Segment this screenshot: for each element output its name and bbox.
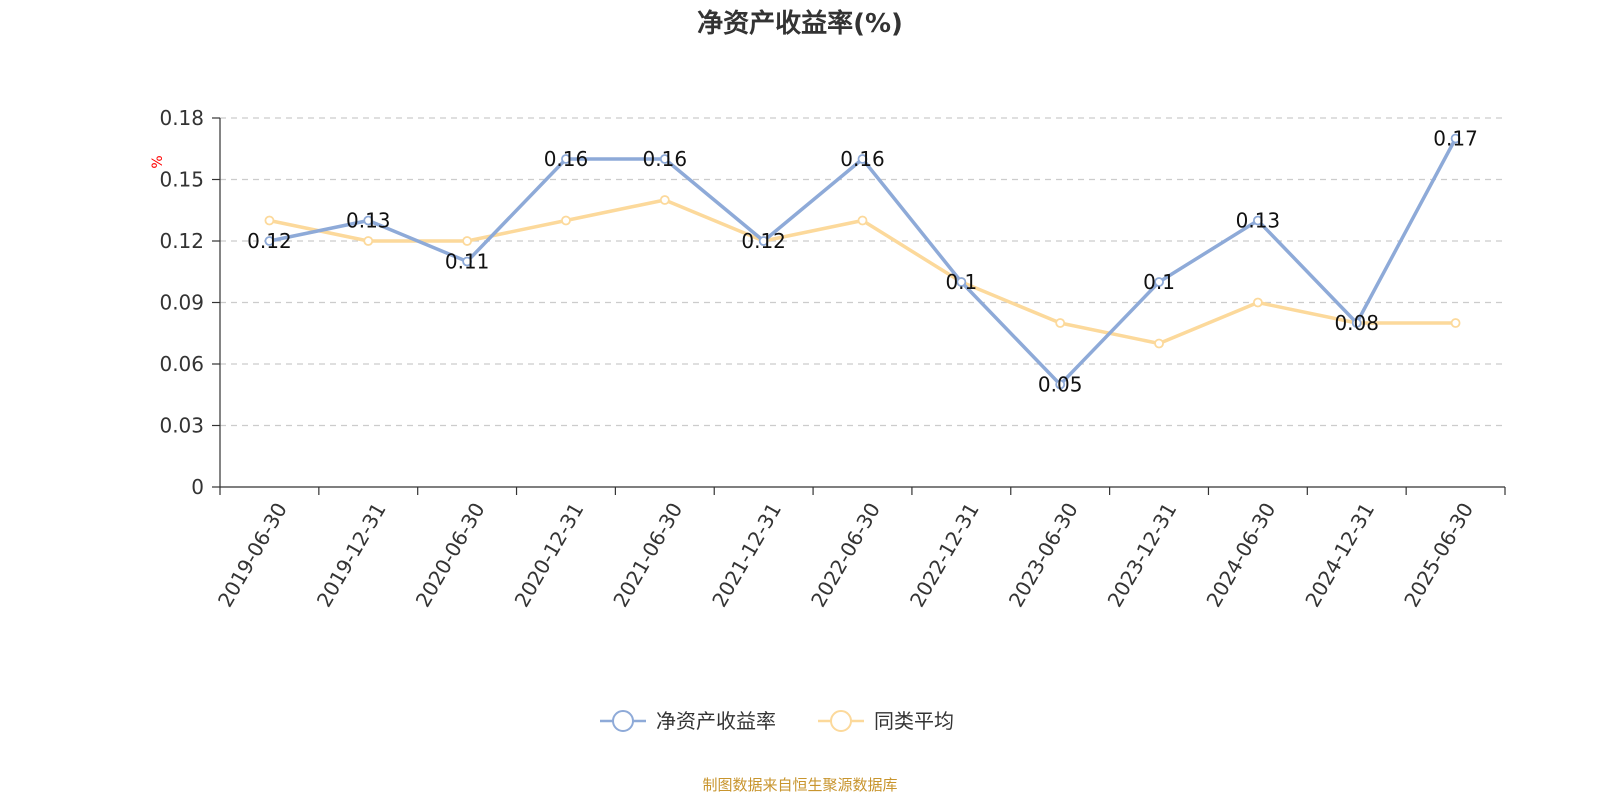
series-point-0	[857, 154, 868, 164]
series-point-0	[758, 236, 769, 246]
data-label: 0.16	[544, 147, 589, 171]
legend-label-1: 同类平均	[874, 709, 954, 733]
series-point-0	[1154, 277, 1164, 287]
data-label: 0.11	[445, 250, 490, 274]
series-point-1	[1154, 338, 1164, 349]
x-tick-label: 2021-12-31	[707, 499, 786, 612]
y-tick-label: 0.06	[159, 352, 204, 376]
x-tick-label: 2024-12-31	[1300, 499, 1379, 612]
legend-label-0: 净资产收益率	[656, 709, 776, 733]
series-point-0	[561, 154, 571, 164]
series-point-1	[264, 215, 275, 226]
x-tick-label: 2024-06-30	[1201, 499, 1280, 612]
data-labels: 0.12 0.13 0.11 0.16 0.16 0.12 0.16 0.1 0.05 0.1 0.…	[247, 127, 1478, 397]
series-point-0	[1450, 133, 1461, 144]
data-label: 0.13	[1236, 209, 1281, 233]
source-note: 制图数据来自恒生聚源数据库	[702, 776, 897, 794]
legend[interactable]: 净资产收益率 同类平均	[600, 709, 954, 733]
series-point-0	[1351, 318, 1362, 328]
data-label: 0.13	[346, 209, 391, 233]
x-tick-label: 2020-06-30	[411, 498, 490, 611]
series-point-0	[659, 154, 670, 164]
series-point-0	[264, 236, 275, 246]
data-label: 0.1	[1143, 270, 1175, 294]
data-label: 0.12	[247, 229, 292, 253]
data-label: 0.17	[1433, 127, 1478, 151]
legend-marker-1	[830, 710, 852, 732]
series-point-0	[956, 277, 967, 287]
chart-title: 净资产收益率(%)	[697, 8, 903, 39]
y-tick-label: 0	[191, 475, 204, 499]
x-tick-label: 2023-06-30	[1004, 499, 1083, 612]
grid-lines	[220, 117, 1505, 427]
series-point-1	[561, 215, 571, 226]
series-point-0	[1055, 379, 1066, 390]
series-point-0	[1252, 215, 1263, 226]
data-label: 0.05	[1038, 373, 1083, 397]
series-point-1	[659, 195, 670, 205]
data-label: 0.08	[1334, 311, 1379, 335]
x-tick-label: 2019-12-31	[312, 499, 391, 612]
x-tick-label: 2020-12-31	[510, 499, 589, 612]
x-tick-label: 2022-06-30	[806, 499, 885, 612]
series-point-1	[857, 215, 868, 226]
x-tick-label: 2023-12-31	[1103, 499, 1182, 612]
x-tick-label: 2022-12-31	[905, 499, 984, 612]
series-point-0	[363, 215, 374, 226]
series-point-0	[462, 256, 473, 267]
series-point-1	[1450, 318, 1461, 328]
x-tick-label: 2021-06-30	[608, 499, 687, 612]
data-label: 0.16	[643, 147, 688, 171]
series-layer	[264, 133, 1461, 390]
series-point-1	[462, 236, 473, 246]
y-tick-label: 0.18	[159, 106, 204, 130]
y-tick-label: 0.12	[159, 229, 204, 253]
legend-marker-0	[612, 710, 634, 732]
y-tick-label: 0.15	[159, 168, 204, 192]
axes: 0 0.03 0.06 0.09 0.12 0.15 0.18 2019-06-30 2019-…	[159, 106, 1506, 612]
series-point-1	[363, 236, 374, 246]
y-tick-label: 0.09	[159, 291, 204, 315]
series-point-1	[1252, 297, 1263, 308]
data-label: 0.16	[840, 147, 885, 171]
data-label: 0.1	[945, 270, 977, 294]
data-label: 0.12	[741, 229, 786, 253]
x-tick-label: 2019-06-30	[213, 499, 292, 612]
series-point-1	[1055, 318, 1066, 328]
y-axis-unit-label: %	[150, 155, 166, 168]
x-tick-label: 2025-06-30	[1399, 499, 1478, 612]
y-tick-label: 0.03	[159, 414, 204, 438]
